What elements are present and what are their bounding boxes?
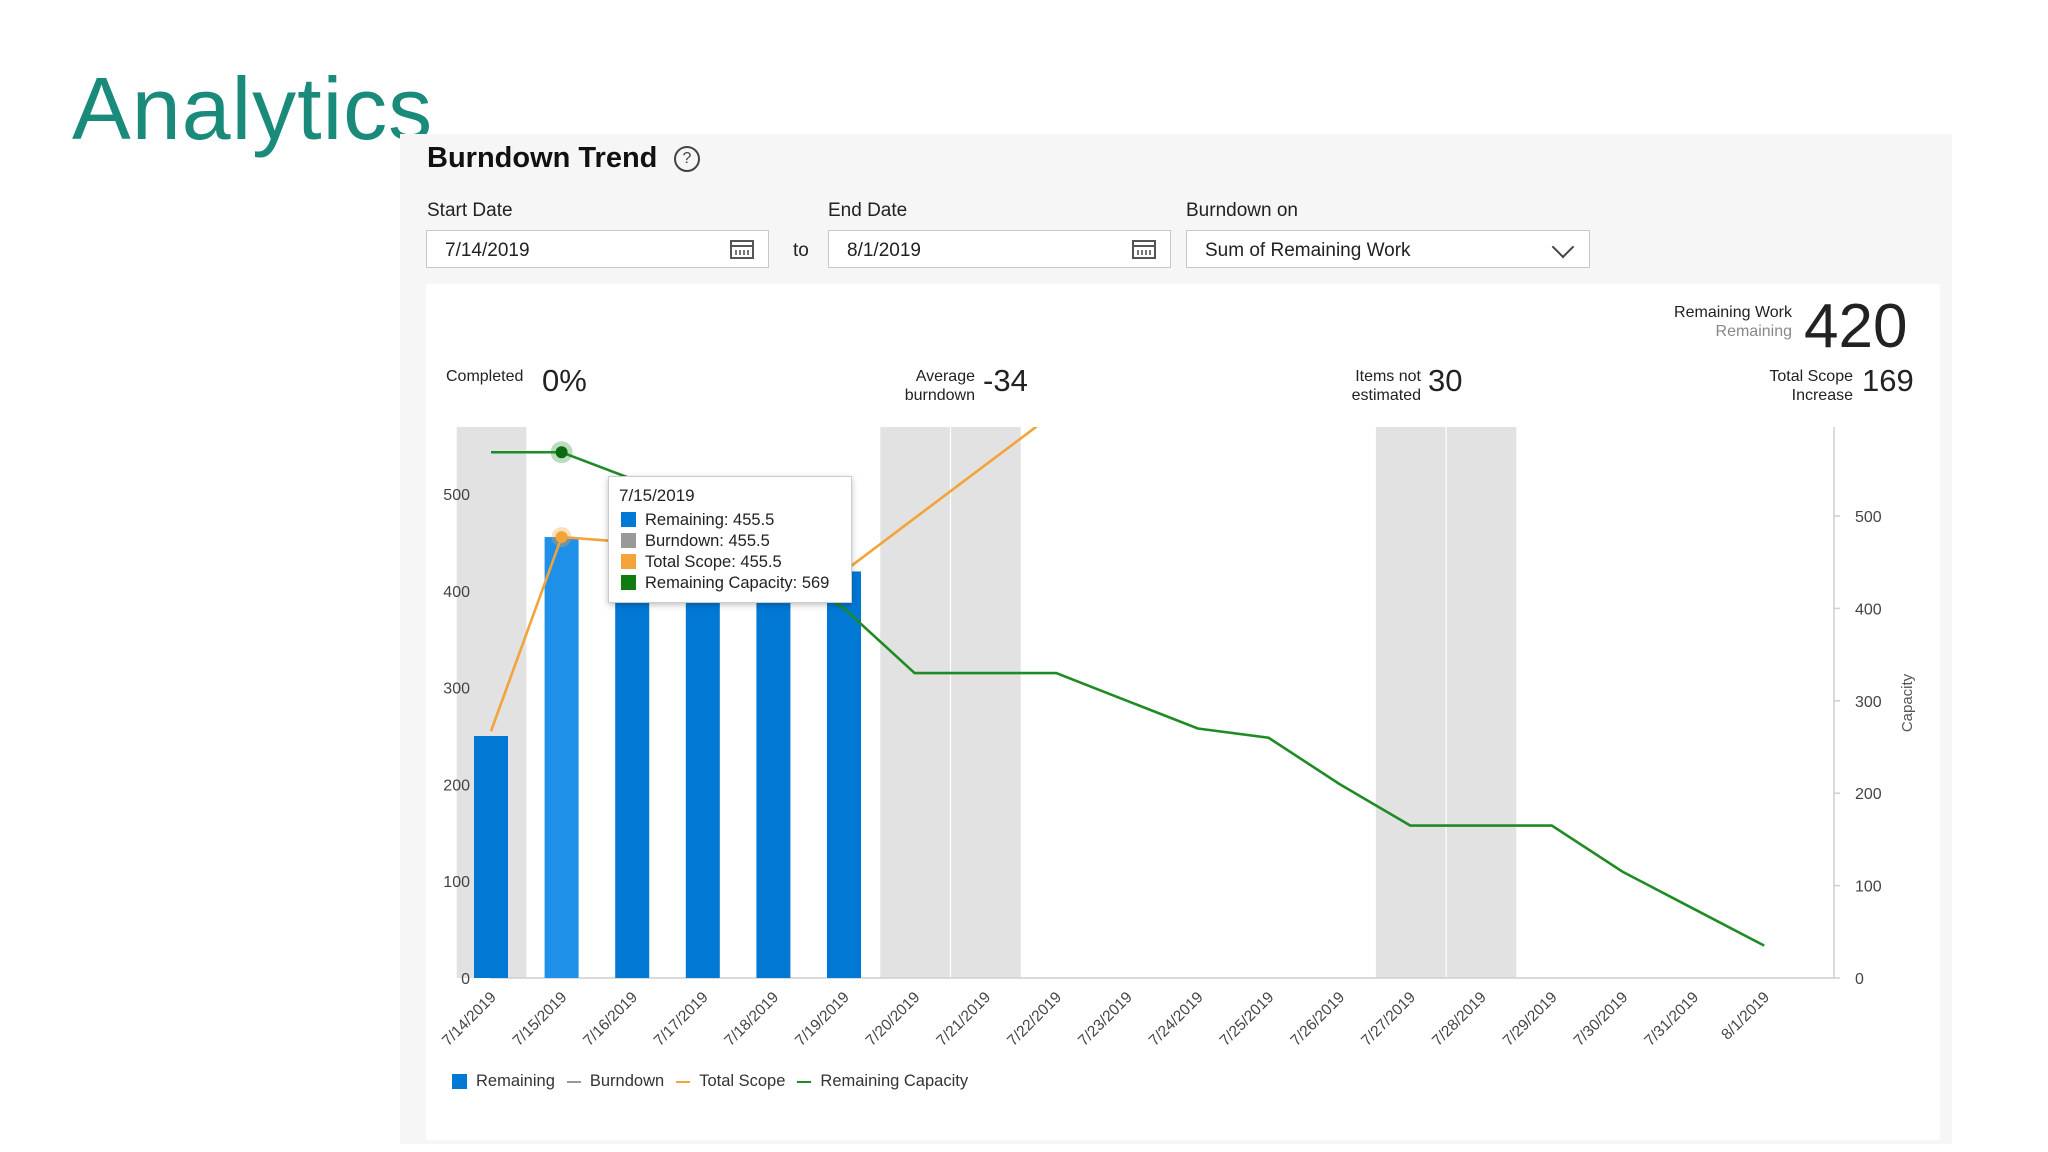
tooltip-row-text: Total Scope: 455.5 bbox=[645, 553, 782, 571]
burndown-on-value: Sum of Remaining Work bbox=[1205, 240, 1411, 261]
legend-label: Total Scope bbox=[699, 1072, 786, 1090]
remaining-work-label-line1: Remaining Work bbox=[1674, 304, 1792, 321]
start-date-label: Start Date bbox=[427, 200, 513, 221]
chart-area bbox=[426, 284, 1940, 1140]
to-label: to bbox=[793, 240, 809, 261]
chart-tooltip: 7/15/2019 Remaining: 455.5 Burndown: 455… bbox=[608, 476, 852, 603]
end-date-field[interactable]: 8/1/2019 bbox=[828, 230, 1171, 268]
tooltip-swatch bbox=[621, 533, 636, 548]
chart-legend: Remaining Burndown Total Scope Remaining… bbox=[452, 1072, 980, 1091]
calendar-icon[interactable] bbox=[730, 240, 754, 259]
average-burndown-label-line1: Average bbox=[915, 368, 975, 385]
burndown-on-label: Burndown on bbox=[1186, 200, 1298, 221]
help-circle-icon[interactable]: ? bbox=[674, 146, 700, 172]
tooltip-swatch bbox=[621, 554, 636, 569]
legend-swatch bbox=[797, 1080, 812, 1083]
legend-swatch bbox=[566, 1080, 581, 1083]
legend-item-remaining[interactable]: Remaining bbox=[452, 1072, 555, 1091]
legend-item-total-scope[interactable]: Total Scope bbox=[676, 1072, 785, 1091]
remaining-work-label: Remaining Work Remaining bbox=[1674, 303, 1792, 341]
legend-swatch bbox=[676, 1080, 691, 1083]
end-date-label: End Date bbox=[828, 200, 908, 221]
items-not-estimated-label: Items not estimated bbox=[1352, 367, 1421, 405]
total-scope-increase-label-line1: Total Scope bbox=[1769, 368, 1853, 385]
tooltip-row-text: Remaining: 455.5 bbox=[645, 511, 775, 529]
remaining-work-label-line2: Remaining bbox=[1715, 323, 1792, 340]
calendar-icon[interactable] bbox=[1132, 240, 1156, 259]
widget-title: Burndown Trend bbox=[427, 142, 658, 174]
burndown-on-select[interactable]: Sum of Remaining Work bbox=[1186, 230, 1590, 268]
total-scope-increase-label-line2: Increase bbox=[1791, 387, 1853, 404]
end-date-value: 8/1/2019 bbox=[847, 240, 921, 261]
total-scope-increase-label: Total Scope Increase bbox=[1769, 367, 1853, 405]
tooltip-date: 7/15/2019 bbox=[619, 486, 695, 505]
average-burndown-value: -34 bbox=[983, 363, 1028, 398]
items-not-estimated-label-line2: estimated bbox=[1351, 387, 1421, 404]
tooltip-row-burndown: Burndown: 455.5 bbox=[621, 532, 770, 551]
tooltip-swatch bbox=[621, 575, 636, 590]
tooltip-row-total-scope: Total Scope: 455.5 bbox=[621, 553, 782, 572]
legend-label: Remaining bbox=[476, 1072, 555, 1090]
start-date-field[interactable]: 7/14/2019 bbox=[426, 230, 769, 268]
average-burndown-label-line2: burndown bbox=[904, 387, 975, 404]
total-scope-increase-value: 169 bbox=[1862, 363, 1914, 398]
tooltip-swatch bbox=[621, 512, 636, 527]
slide-title: Analytics bbox=[72, 59, 434, 158]
legend-swatch bbox=[452, 1074, 467, 1089]
average-burndown-label: Average burndown bbox=[905, 367, 975, 405]
tooltip-row-remaining: Remaining: 455.5 bbox=[621, 511, 774, 530]
tooltip-row-capacity: Remaining Capacity: 569 bbox=[621, 574, 829, 593]
items-not-estimated-label-line1: Items not bbox=[1355, 368, 1421, 385]
legend-label: Burndown bbox=[589, 1072, 665, 1090]
start-date-value: 7/14/2019 bbox=[445, 240, 530, 261]
completed-value: 0% bbox=[542, 363, 587, 398]
tooltip-row-text: Burndown: 455.5 bbox=[645, 532, 770, 550]
legend-label: Remaining Capacity bbox=[820, 1072, 969, 1090]
tooltip-row-text: Remaining Capacity: 569 bbox=[645, 574, 830, 592]
legend-item-remaining-capacity[interactable]: Remaining Capacity bbox=[797, 1072, 968, 1091]
items-not-estimated-value: 30 bbox=[1428, 363, 1463, 398]
chevron-down-icon[interactable] bbox=[1551, 235, 1575, 259]
completed-label: Completed bbox=[446, 368, 524, 385]
remaining-work-value: 420 bbox=[1804, 292, 1908, 361]
legend-item-burndown[interactable]: Burndown bbox=[566, 1072, 665, 1091]
